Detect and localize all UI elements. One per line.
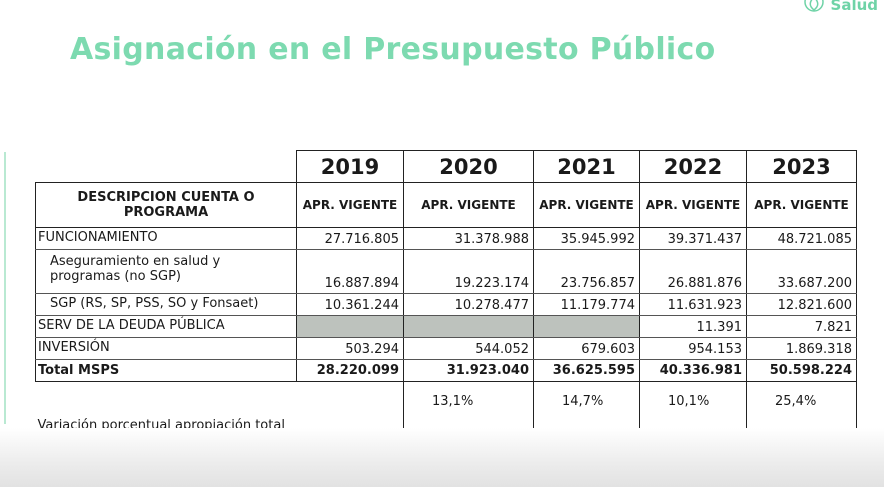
table-cell: 1.869.318: [746, 337, 857, 360]
variation-row: Variación porcentual apropiación total 1…: [36, 381, 857, 437]
table-cell: 16.887.894: [296, 249, 404, 294]
bottom-shadow: [0, 428, 884, 487]
year-header: 2021: [533, 150, 640, 183]
page-title: Asignación en el Presupuesto Público: [70, 32, 716, 67]
total-cell: 28.220.099: [296, 359, 404, 382]
column-header: APR. VIGENTE: [296, 182, 404, 228]
year-header: 2023: [746, 150, 857, 183]
table-row: SGP (RS, SP, PSS, SO y Fonsaet) 10.361.2…: [35, 293, 857, 316]
row-label: Aseguramiento en salud y programas (no S…: [35, 249, 297, 294]
column-header: APR. VIGENTE: [403, 182, 534, 228]
table-row: FUNCIONAMIENTO 27.716.805 31.378.988 35.…: [35, 227, 857, 250]
years-row: 2019 2020 2021 2022 2023: [36, 150, 857, 183]
table-cell: 7.821: [746, 315, 857, 338]
table-cell: 19.223.174: [403, 249, 534, 294]
table-cell: 33.687.200: [746, 249, 857, 294]
column-header: APR. VIGENTE: [533, 182, 640, 228]
table-cell: 39.371.437: [639, 227, 747, 250]
table-cell: 503.294: [296, 337, 404, 360]
table-cell: 35.945.992: [533, 227, 640, 250]
table-cell: 11.391: [639, 315, 747, 338]
column-header: APR. VIGENTE: [746, 182, 857, 228]
table-row: Aseguramiento en salud y programas (no S…: [35, 249, 857, 294]
brand-name: Salud: [830, 0, 878, 14]
table-cell: 27.716.805: [296, 227, 404, 250]
total-cell: 36.625.595: [533, 359, 640, 382]
budget-table: 2019 2020 2021 2022 2023 DESCRIPCION CUE…: [35, 150, 857, 437]
total-cell: 50.598.224: [746, 359, 857, 382]
total-row: Total MSPS 28.220.099 31.923.040 36.625.…: [35, 359, 857, 382]
table-cell: 544.052: [403, 337, 534, 360]
table-cell: 26.881.876: [639, 249, 747, 294]
year-header: 2020: [403, 150, 534, 183]
variation-cell: 13,1%: [403, 381, 534, 437]
table-cell: 679.603: [533, 337, 640, 360]
total-label: Total MSPS: [35, 359, 297, 382]
table-cell-empty: [533, 315, 640, 338]
table-cell-empty: [296, 315, 404, 338]
table-cell: 10.278.477: [403, 293, 534, 316]
table-cell: 31.378.988: [403, 227, 534, 250]
row-label: SERV DE LA DEUDA PÚBLICA: [35, 315, 297, 338]
description-header: DESCRIPCION CUENTA O PROGRAMA: [35, 182, 297, 228]
table-cell: 11.179.774: [533, 293, 640, 316]
table-row: SERV DE LA DEUDA PÚBLICA 11.391 7.821: [35, 315, 857, 338]
total-cell: 31.923.040: [403, 359, 534, 382]
variation-cell: 25,4%: [746, 381, 857, 437]
table-cell-empty: [403, 315, 534, 338]
year-header: 2019: [296, 150, 404, 183]
table-cell: 10.361.244: [296, 293, 404, 316]
row-label: SGP (RS, SP, PSS, SO y Fonsaet): [35, 293, 297, 316]
column-header-row: DESCRIPCION CUENTA O PROGRAMA APR. VIGEN…: [35, 182, 857, 228]
table-cell: 48.721.085: [746, 227, 857, 250]
table-row: INVERSIÓN 503.294 544.052 679.603 954.15…: [35, 337, 857, 360]
table-cell: 23.756.857: [533, 249, 640, 294]
year-header: 2022: [639, 150, 747, 183]
total-cell: 40.336.981: [639, 359, 747, 382]
row-label: FUNCIONAMIENTO: [35, 227, 297, 250]
leaf-icon: [803, 0, 824, 12]
table-cell: 11.631.923: [639, 293, 747, 316]
table-cell: 12.821.600: [746, 293, 857, 316]
row-label: INVERSIÓN: [35, 337, 297, 360]
left-accent-line: [4, 152, 6, 424]
variation-cell: 10,1%: [639, 381, 747, 437]
column-header: APR. VIGENTE: [639, 182, 747, 228]
empty-corner: [36, 151, 297, 183]
variation-cell: 14,7%: [533, 381, 640, 437]
brand-logo: Salud: [803, 0, 878, 16]
table-cell: 954.153: [639, 337, 747, 360]
